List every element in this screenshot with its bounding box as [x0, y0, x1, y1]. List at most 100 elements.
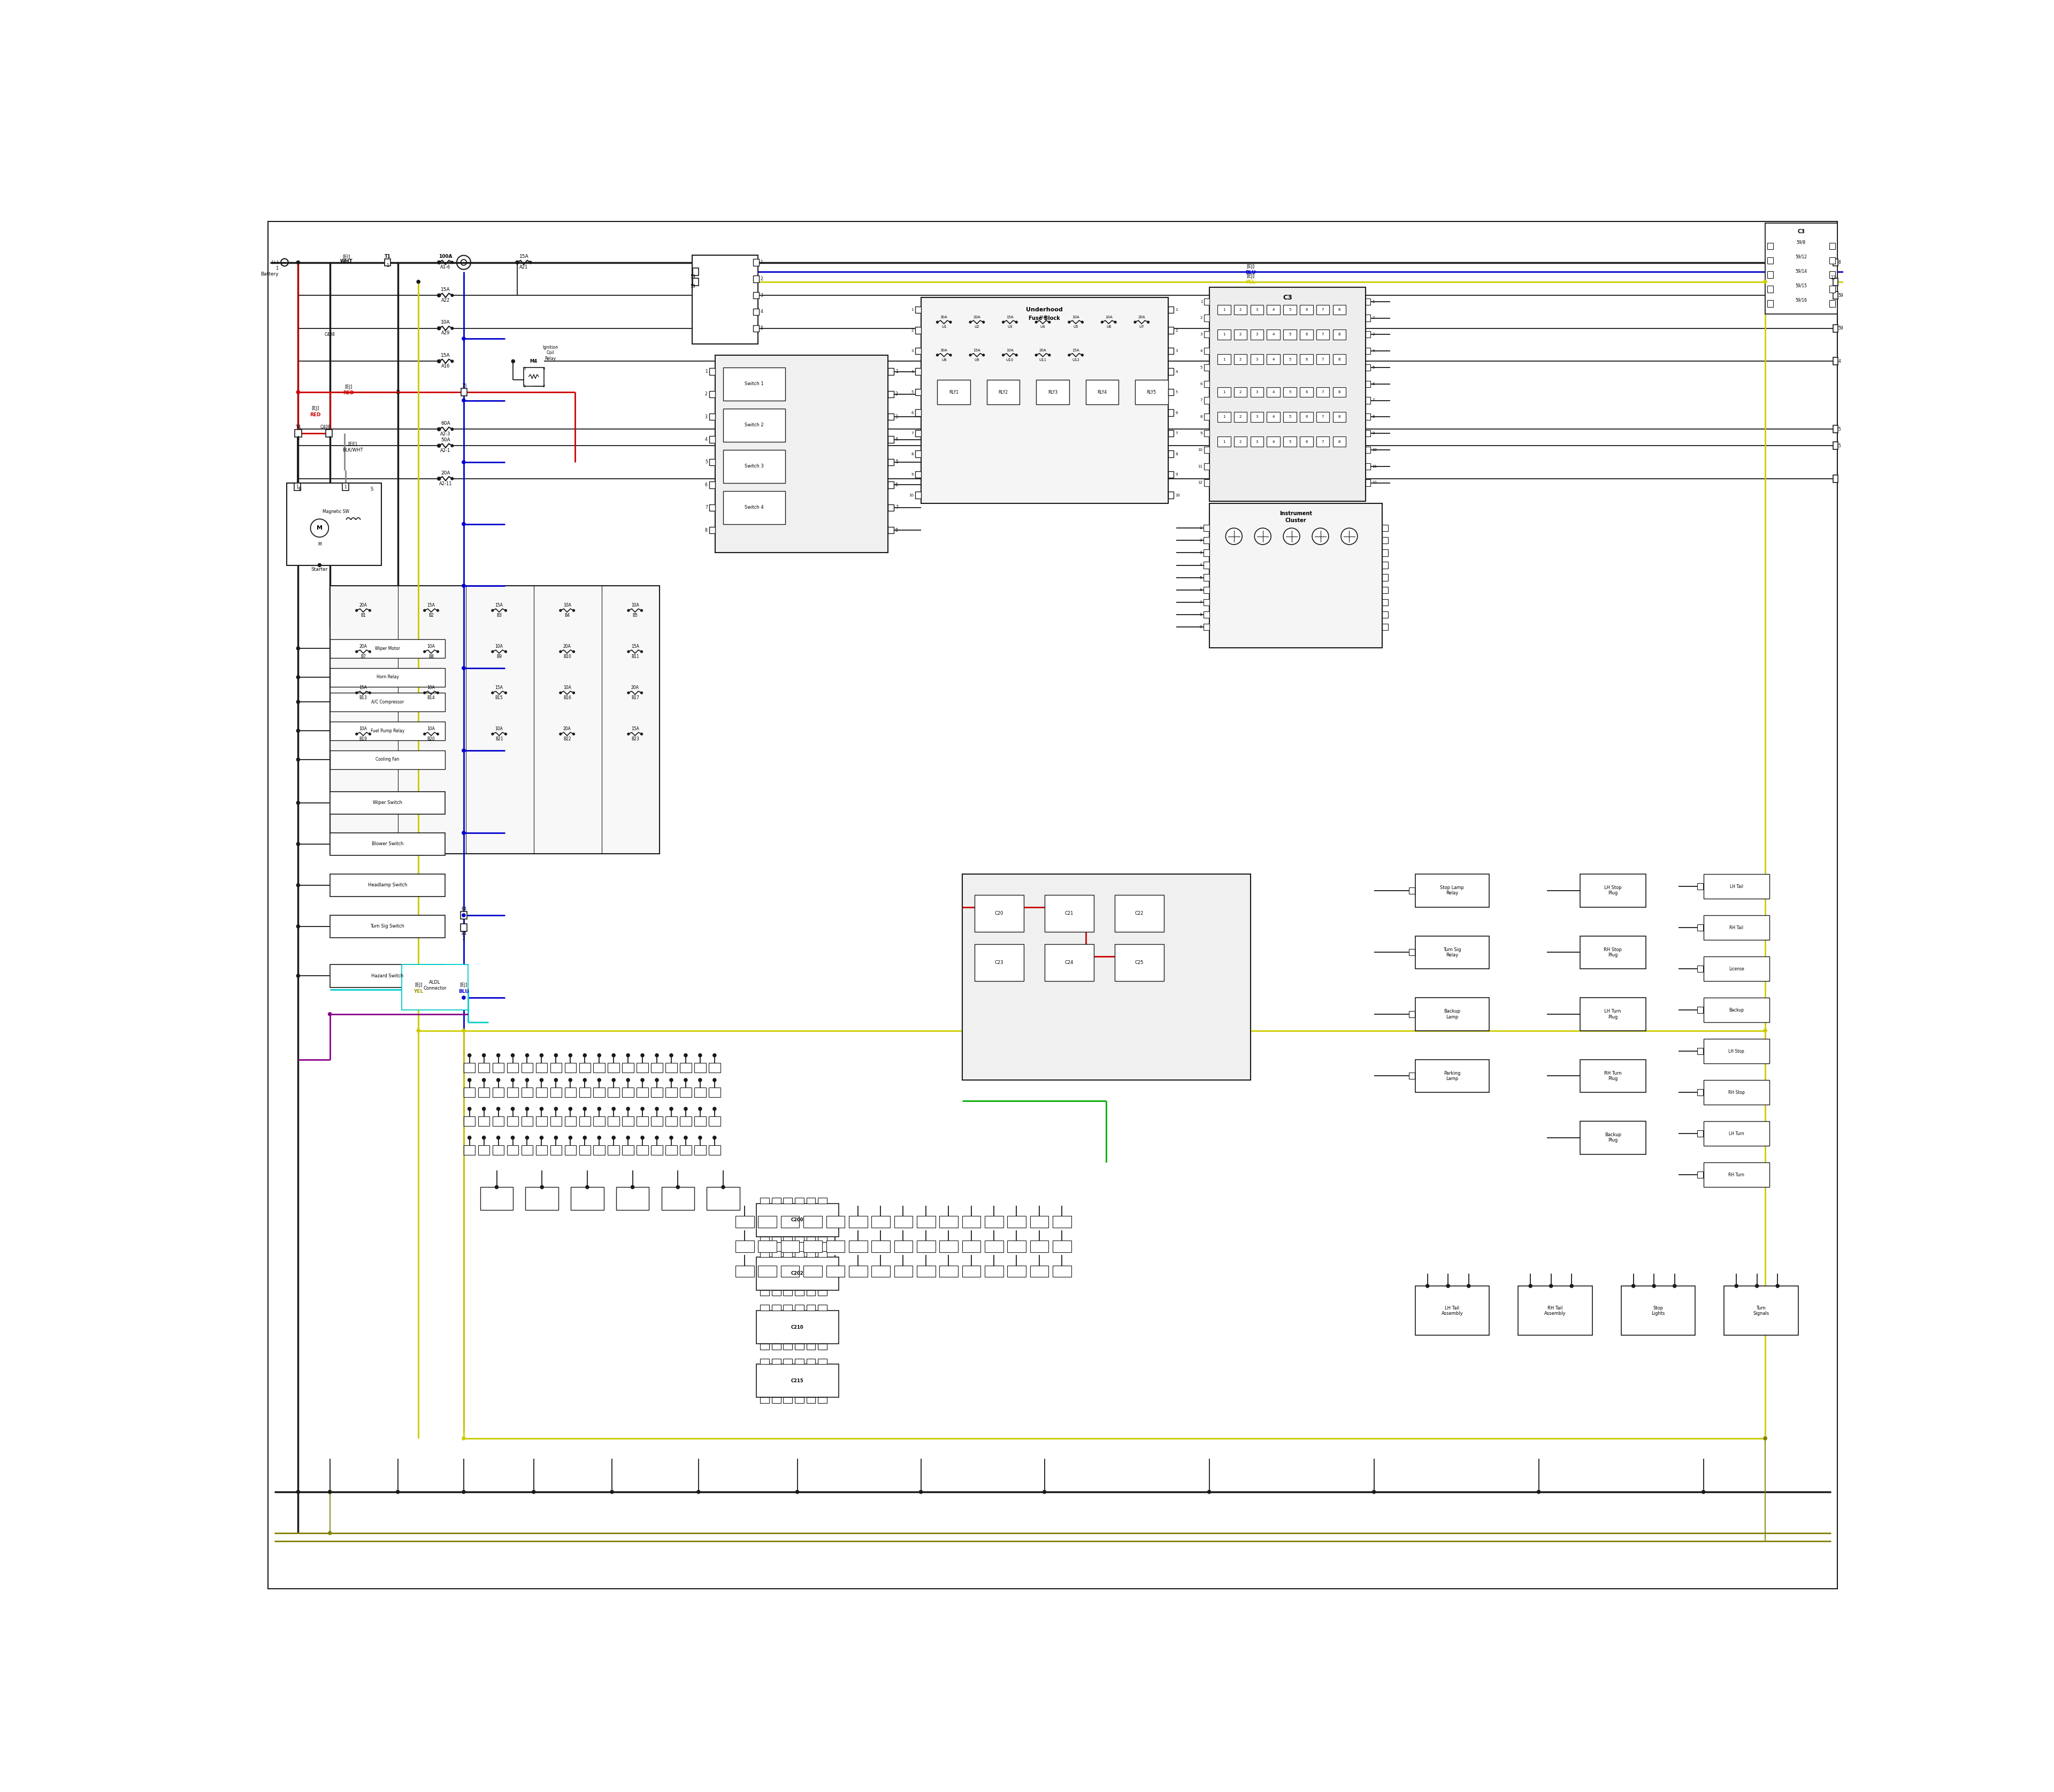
- Bar: [760, 1197, 770, 1204]
- Bar: [665, 1063, 678, 1073]
- Circle shape: [937, 355, 939, 357]
- Circle shape: [511, 1054, 514, 1057]
- Text: B23: B23: [631, 737, 639, 742]
- Bar: [694, 1145, 707, 1156]
- Bar: [1723, 1287, 1797, 1335]
- Text: B8: B8: [429, 654, 433, 659]
- Bar: [479, 1145, 489, 1156]
- Text: 59/15: 59/15: [1795, 283, 1808, 289]
- Bar: [916, 491, 920, 498]
- Bar: [1366, 430, 1370, 437]
- Circle shape: [511, 1079, 514, 1082]
- Text: 2: 2: [462, 937, 464, 941]
- Text: C202: C202: [791, 1271, 803, 1276]
- Bar: [984, 1265, 1002, 1278]
- Text: Parking
Lamp: Parking Lamp: [1444, 1070, 1460, 1081]
- Bar: [783, 1344, 793, 1349]
- Bar: [871, 1240, 889, 1253]
- Bar: [1169, 491, 1173, 498]
- Text: 1: 1: [524, 383, 526, 387]
- Text: Stop Lamp
Relay: Stop Lamp Relay: [1440, 885, 1465, 896]
- Circle shape: [1467, 1285, 1471, 1288]
- Text: 2: 2: [1200, 317, 1202, 319]
- Bar: [1204, 380, 1210, 387]
- Bar: [709, 459, 715, 466]
- Circle shape: [491, 609, 493, 611]
- Bar: [1382, 611, 1389, 618]
- Text: 4: 4: [1271, 308, 1276, 312]
- Circle shape: [526, 1079, 528, 1082]
- Text: 9: 9: [1200, 625, 1202, 629]
- Text: 20A: 20A: [974, 315, 980, 319]
- Bar: [1621, 1287, 1695, 1335]
- Bar: [1366, 380, 1370, 387]
- Bar: [507, 1145, 518, 1156]
- Text: C20: C20: [994, 910, 1004, 916]
- Text: [EJ]: [EJ]: [1247, 263, 1255, 269]
- Circle shape: [423, 692, 425, 694]
- Text: RLY3: RLY3: [1048, 389, 1058, 394]
- Bar: [1251, 330, 1263, 339]
- Circle shape: [462, 521, 466, 525]
- Circle shape: [462, 1437, 466, 1441]
- Circle shape: [497, 1054, 499, 1057]
- Circle shape: [555, 1107, 557, 1111]
- Text: 8: 8: [705, 527, 707, 532]
- Bar: [1703, 998, 1768, 1023]
- Bar: [1284, 387, 1296, 398]
- Text: 2: 2: [1239, 416, 1243, 419]
- Text: B15: B15: [495, 695, 503, 701]
- Bar: [1284, 330, 1296, 339]
- Circle shape: [462, 667, 466, 670]
- Bar: [1697, 925, 1703, 930]
- Bar: [1703, 1122, 1768, 1145]
- Bar: [331, 640, 446, 658]
- Bar: [795, 1398, 803, 1403]
- Bar: [1832, 443, 1838, 450]
- Text: 3: 3: [705, 414, 707, 419]
- Text: 3: 3: [896, 414, 898, 419]
- Text: 1: 1: [705, 369, 707, 375]
- Text: 1: 1: [1222, 358, 1226, 360]
- Circle shape: [1255, 529, 1271, 545]
- Circle shape: [559, 609, 561, 611]
- Text: 4: 4: [542, 367, 544, 371]
- Circle shape: [511, 1136, 514, 1140]
- Bar: [1234, 355, 1247, 364]
- Text: C408: C408: [320, 425, 331, 430]
- Text: 7: 7: [1200, 600, 1202, 604]
- Text: BLU: BLU: [458, 989, 468, 995]
- Bar: [579, 1116, 592, 1125]
- Circle shape: [1536, 1491, 1540, 1493]
- Circle shape: [1015, 355, 1017, 357]
- Text: 6: 6: [705, 482, 707, 487]
- Circle shape: [626, 1107, 631, 1111]
- Circle shape: [641, 609, 643, 611]
- Bar: [1218, 330, 1230, 339]
- Text: 10A: 10A: [427, 645, 435, 649]
- Bar: [1029, 1240, 1048, 1253]
- Text: 11: 11: [1197, 464, 1202, 468]
- Bar: [1366, 332, 1370, 337]
- Text: 10: 10: [1197, 448, 1202, 452]
- Text: 6: 6: [1200, 382, 1202, 385]
- Circle shape: [982, 355, 984, 357]
- Circle shape: [438, 609, 440, 611]
- Circle shape: [1341, 529, 1358, 545]
- Bar: [754, 276, 760, 281]
- Circle shape: [1777, 1285, 1779, 1288]
- Bar: [961, 1217, 980, 1228]
- Text: 50A: 50A: [442, 437, 450, 443]
- Circle shape: [438, 262, 440, 263]
- Circle shape: [540, 1079, 542, 1082]
- Bar: [1218, 355, 1230, 364]
- Circle shape: [655, 1054, 659, 1057]
- Text: 6: 6: [1304, 333, 1308, 337]
- Bar: [781, 1240, 799, 1253]
- Bar: [1333, 412, 1345, 421]
- Circle shape: [462, 1491, 466, 1493]
- Bar: [1317, 387, 1329, 398]
- Bar: [887, 391, 893, 398]
- Text: B3: B3: [497, 613, 501, 618]
- Bar: [1035, 380, 1070, 405]
